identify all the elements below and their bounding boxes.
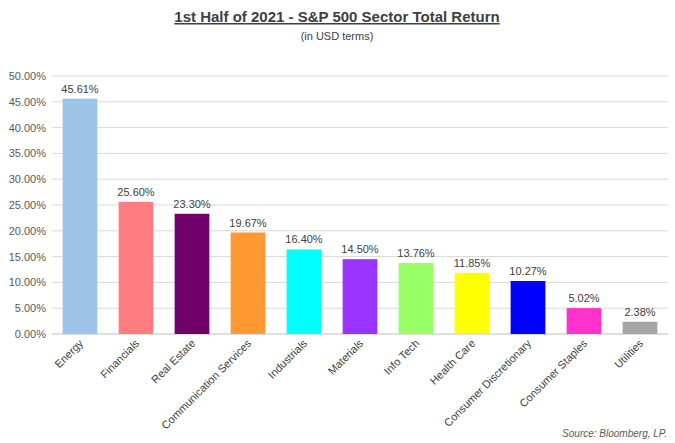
bar <box>623 322 658 334</box>
data-label: 10.27% <box>509 265 547 277</box>
bar <box>399 263 434 334</box>
x-tick-label: Real Estate <box>149 337 198 386</box>
subtitle: (in USD terms) <box>301 30 374 42</box>
y-tick-label: 25.00% <box>9 199 47 211</box>
x-tick-label: Utilities <box>612 337 646 371</box>
x-tick-label: Communication Services <box>159 337 254 432</box>
grid-line <box>52 179 668 180</box>
data-label: 19.67% <box>229 217 267 229</box>
y-tick-label: 50.00% <box>9 70 47 82</box>
x-tick-label: Energy <box>52 337 85 370</box>
x-tick-label: Consumer Discretionary <box>442 337 534 429</box>
x-tick-label: Industrials <box>265 337 309 381</box>
data-label: 14.50% <box>341 243 379 255</box>
y-tick-label: 30.00% <box>9 173 47 185</box>
bars <box>63 99 658 334</box>
y-tick-label: 5.00% <box>15 302 46 314</box>
bar <box>343 259 378 334</box>
data-label: 13.76% <box>397 247 435 259</box>
y-tick-label: 35.00% <box>9 147 47 159</box>
y-tick-label: 45.00% <box>9 96 47 108</box>
data-label: 11.85% <box>454 257 491 269</box>
data-label: 23.30% <box>173 198 211 210</box>
grid-line <box>52 153 668 154</box>
bar <box>175 214 210 334</box>
data-label: 2.38% <box>624 306 655 318</box>
bar <box>119 202 154 334</box>
chart: 1st Half of 2021 - S&P 500 Sector Total … <box>0 0 675 443</box>
annotation: Source: Bloomberg, LP. <box>562 428 667 439</box>
x-tick-label: Materials <box>325 337 365 377</box>
grid-line <box>52 101 668 102</box>
grid-line <box>52 127 668 128</box>
x-tick-label: Health Care <box>427 337 477 387</box>
y-tick-label: 40.00% <box>9 122 47 134</box>
title: 1st Half of 2021 - S&P 500 Sector Total … <box>174 8 499 25</box>
bar <box>567 308 602 334</box>
bar <box>287 249 322 334</box>
bar <box>231 233 266 334</box>
x-tick-label: Info Tech <box>381 337 421 377</box>
data-label: 16.40% <box>285 233 323 245</box>
data-label: 25.60% <box>117 186 155 198</box>
bar <box>511 281 546 334</box>
y-tick-label: 10.00% <box>9 276 47 288</box>
data-label: 45.61% <box>61 83 99 95</box>
x-tick-label: Financials <box>98 337 142 381</box>
bar <box>455 273 490 334</box>
x-tick-label: Consumer Staples <box>517 337 590 410</box>
y-tick-label: 15.00% <box>9 251 47 263</box>
data-label: 5.02% <box>568 292 599 304</box>
grid-line <box>52 76 668 77</box>
y-tick-label: 0.00% <box>15 328 46 340</box>
bar <box>63 99 98 334</box>
labels: 45.61% Energy 25.60% Financials 23.30% Real E… <box>52 83 656 432</box>
y-tick-label: 20.00% <box>9 225 47 237</box>
